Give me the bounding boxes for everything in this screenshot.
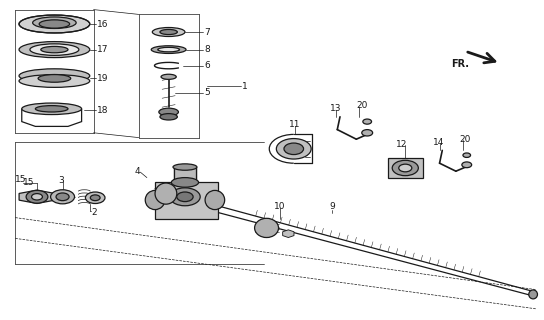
Circle shape — [276, 139, 311, 159]
Ellipse shape — [159, 108, 178, 116]
Ellipse shape — [529, 290, 537, 299]
Bar — [174, 167, 196, 182]
Text: 4: 4 — [135, 167, 140, 176]
Text: 14: 14 — [433, 138, 444, 147]
Text: 8: 8 — [204, 45, 210, 54]
Ellipse shape — [41, 46, 68, 53]
Circle shape — [399, 164, 412, 172]
Circle shape — [85, 192, 105, 204]
Circle shape — [32, 194, 42, 200]
Text: 3: 3 — [59, 176, 65, 185]
Ellipse shape — [145, 190, 165, 210]
Ellipse shape — [151, 46, 186, 53]
Text: 17: 17 — [97, 45, 108, 54]
Text: 18: 18 — [97, 106, 108, 115]
Polygon shape — [283, 230, 294, 237]
Ellipse shape — [19, 69, 90, 83]
Circle shape — [170, 188, 200, 206]
Circle shape — [363, 119, 372, 124]
Ellipse shape — [19, 15, 90, 33]
Circle shape — [51, 190, 75, 204]
Ellipse shape — [33, 17, 76, 28]
Ellipse shape — [173, 164, 197, 170]
Ellipse shape — [255, 218, 279, 237]
Text: 20: 20 — [356, 101, 368, 110]
Ellipse shape — [19, 75, 90, 87]
Text: 6: 6 — [204, 61, 210, 70]
Ellipse shape — [152, 28, 185, 36]
Text: 9: 9 — [329, 202, 335, 211]
Polygon shape — [19, 190, 55, 204]
Ellipse shape — [155, 183, 177, 204]
Ellipse shape — [19, 42, 90, 58]
Bar — [388, 158, 423, 178]
Ellipse shape — [38, 75, 71, 82]
Text: 1: 1 — [242, 82, 248, 91]
Text: 10: 10 — [274, 202, 286, 211]
Text: 15: 15 — [15, 175, 27, 184]
Circle shape — [90, 195, 100, 201]
Ellipse shape — [205, 190, 225, 210]
Text: 16: 16 — [97, 20, 108, 28]
Circle shape — [26, 190, 48, 203]
Ellipse shape — [160, 114, 177, 120]
Circle shape — [463, 153, 471, 157]
Circle shape — [392, 160, 418, 176]
Ellipse shape — [35, 106, 68, 112]
Text: 12: 12 — [396, 140, 407, 148]
Text: 7: 7 — [204, 28, 210, 36]
Circle shape — [284, 143, 304, 155]
Ellipse shape — [161, 74, 176, 79]
Text: 20: 20 — [460, 135, 471, 144]
Ellipse shape — [39, 20, 70, 28]
Circle shape — [56, 193, 69, 201]
Ellipse shape — [22, 103, 82, 115]
Circle shape — [362, 130, 373, 136]
Circle shape — [462, 162, 472, 168]
Ellipse shape — [160, 29, 177, 35]
Ellipse shape — [30, 44, 79, 55]
Text: 11: 11 — [289, 120, 301, 129]
Text: FR.: FR. — [452, 59, 469, 69]
Bar — [155, 182, 218, 219]
Text: 15: 15 — [23, 178, 35, 187]
Circle shape — [177, 192, 193, 202]
Text: 5: 5 — [204, 88, 210, 97]
Ellipse shape — [171, 178, 199, 187]
Text: 13: 13 — [330, 104, 342, 113]
Ellipse shape — [158, 47, 180, 52]
Text: 19: 19 — [97, 74, 108, 83]
Text: 2: 2 — [91, 208, 97, 217]
